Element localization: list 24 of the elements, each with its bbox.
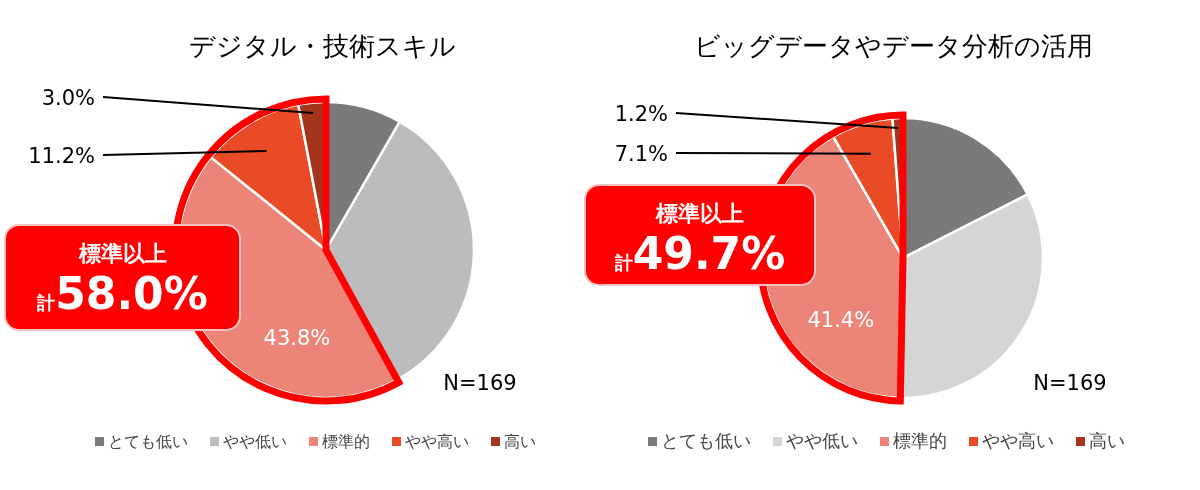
text: N=169 (443, 371, 517, 395)
legend-label: 標準的 (322, 432, 370, 451)
data-label: 11.2% (28, 144, 95, 168)
text: 標準以上 (655, 201, 744, 226)
chart-title: ビッグデータやデータ分析の活用 (693, 31, 1093, 61)
legend-label: 高い (1089, 430, 1125, 451)
legend-label: 高い (504, 432, 536, 451)
text: N=169 (1033, 371, 1107, 395)
data-label: 3.0% (41, 86, 95, 110)
text: 計49.7% (613, 228, 786, 279)
legend-label: やや低い (786, 430, 858, 451)
legend-label: 標準的 (893, 430, 947, 451)
text: 計58.0% (36, 268, 208, 319)
data-label: 7.1% (614, 142, 668, 166)
data-label: 1.2% (614, 102, 668, 126)
legend-label: やや高い (405, 432, 469, 451)
data-label: 41.4% (807, 307, 875, 332)
legend-label: やや低い (223, 432, 287, 451)
legend-label: とても低い (108, 432, 188, 451)
legend-label: やや高い (982, 430, 1054, 451)
data-label: 43.8% (263, 326, 331, 351)
legend-label: とても低い (661, 430, 751, 451)
text: 標準以上 (77, 241, 167, 266)
chart-title: デジタル・技術スキル (188, 31, 456, 61)
